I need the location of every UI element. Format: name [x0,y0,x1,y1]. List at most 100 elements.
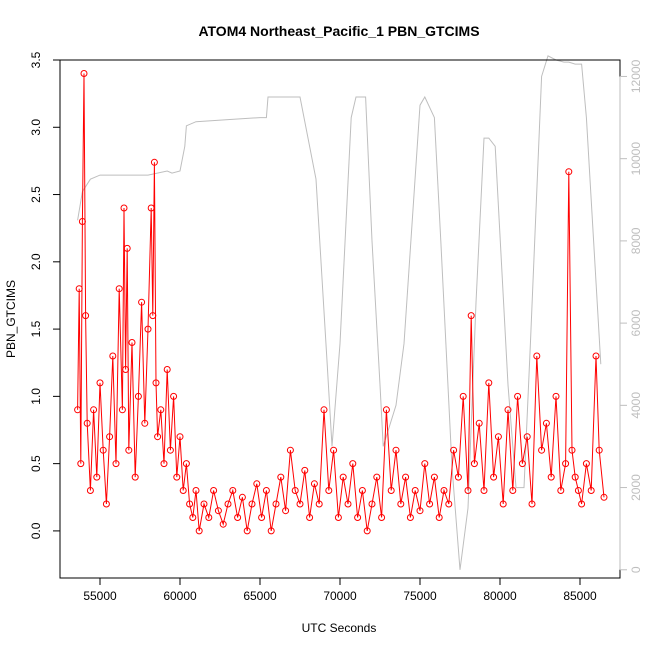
pbn-data-point [494,433,502,441]
pbn-data-point [450,446,458,454]
pbn-data-point [542,419,550,427]
pbn-data-point [528,500,536,508]
pbn-data-point [499,500,507,508]
pbn-data-point [475,419,483,427]
pbn-data-point [160,460,168,468]
pbn-data-point [176,433,184,441]
pbn-data-point [170,392,178,400]
pbn-data-point [93,473,101,481]
pbn-data-point [192,487,200,494]
pbn-data-point [83,419,91,427]
pbn-series-line [77,73,605,531]
y-tick-label: 1.5 [29,320,43,337]
pbn-data-point [224,500,232,508]
pbn-data-point [214,507,222,515]
pbn-data-point [74,406,82,414]
pbn-data-point [562,460,570,468]
pbn-data-point [568,446,576,454]
pbn-data-point [77,460,85,468]
y-tick-label: 2.5 [29,186,43,203]
y2-tick-label: 0 [629,566,643,573]
pbn-data-point [402,473,410,481]
pbn-data-point [106,433,114,441]
pbn-data-point [547,473,555,481]
pbn-data-point [243,527,251,535]
pbn-data-point [115,285,123,293]
pbn-data-point [397,500,405,508]
pbn-data-point [387,487,395,494]
pbn-data-point [301,466,309,474]
pbn-data-point [282,507,290,515]
pbn-data-point [504,406,512,414]
y-tick-label: 0.5 [29,455,43,472]
pbn-data-point [179,487,187,494]
pbn-data-point [378,514,386,521]
y2-tick-label: 4000 [629,392,643,419]
pbn-data-point [152,379,160,387]
pbn-data-point [325,487,333,494]
pbn-data-point [411,487,419,494]
pbn-data-point [310,480,318,488]
pbn-data-point [368,500,376,508]
pbn-data-point [149,312,157,320]
plot-area [74,55,608,570]
pbn-data-point [80,70,88,77]
pbn-data-point [467,312,475,320]
pbn-data-point [440,487,448,494]
y-tick-label: 2.0 [29,253,43,270]
pbn-data-point [286,446,294,454]
pbn-data-point [587,487,595,494]
pbn-data-point [82,312,90,320]
pbn-data-point [182,460,190,468]
pbn-data-point [485,379,493,387]
pbn-data-point [480,487,488,494]
pbn-data-point [147,204,155,212]
pbn-data-point [514,392,522,400]
pbn-data-point [173,473,181,481]
pbn-data-point [315,500,323,508]
y2-tick-label: 12000 [629,59,643,93]
pbn-data-point [339,473,347,481]
pbn-data-point [600,493,608,501]
y-tick-label: 3.0 [29,119,43,136]
pbn-data-point [99,446,107,454]
pbn-data-point [470,460,478,468]
pbn-data-point [344,500,352,508]
pbn-data-point [430,473,438,481]
pbn-data-point [238,493,246,501]
pbn-data-point [144,325,152,333]
pbn-data-point [406,514,414,521]
pbn-data-point [306,514,314,521]
pbn-data-point [262,487,270,494]
pbn-data-point [578,500,586,508]
pbn-data-point [86,487,94,494]
pbn-data-point [435,514,443,521]
y-axis-right: 0 2000 4000 6000 8000 10000 12000 [619,59,643,573]
pbn-data-point [552,392,560,400]
pbn-data-point [334,514,342,521]
pbn-data-point [354,514,362,521]
y-tick-label: 1.0 [29,388,43,405]
y-tick-label: 0.0 [29,522,43,539]
pbn-data-point [416,507,424,515]
y2-tick-label: 6000 [629,309,643,336]
pbn-data-point [253,480,261,488]
pbn-data-point [219,520,227,528]
pbn-data-point [523,433,531,441]
pbn-data-point [75,285,83,293]
y2-tick-label: 8000 [629,227,643,254]
pbn-data-point [373,473,381,481]
pbn-data-point [426,500,434,508]
x-tick-label: 70000 [323,589,357,603]
pbn-data-point [186,500,194,508]
pbn-data-point [272,500,280,508]
pbn-data-point [533,352,541,360]
pbn-data-point [296,500,304,508]
pbn-data-point [163,366,171,373]
y-axis-left: 0.0 0.5 1.0 1.5 2.0 2.5 3.0 3.5 [29,51,61,539]
pbn-data-point [538,446,546,454]
pbn-data-point [118,406,126,414]
pbn-data-point [565,168,573,176]
y2-tick-label: 10000 [629,142,643,176]
